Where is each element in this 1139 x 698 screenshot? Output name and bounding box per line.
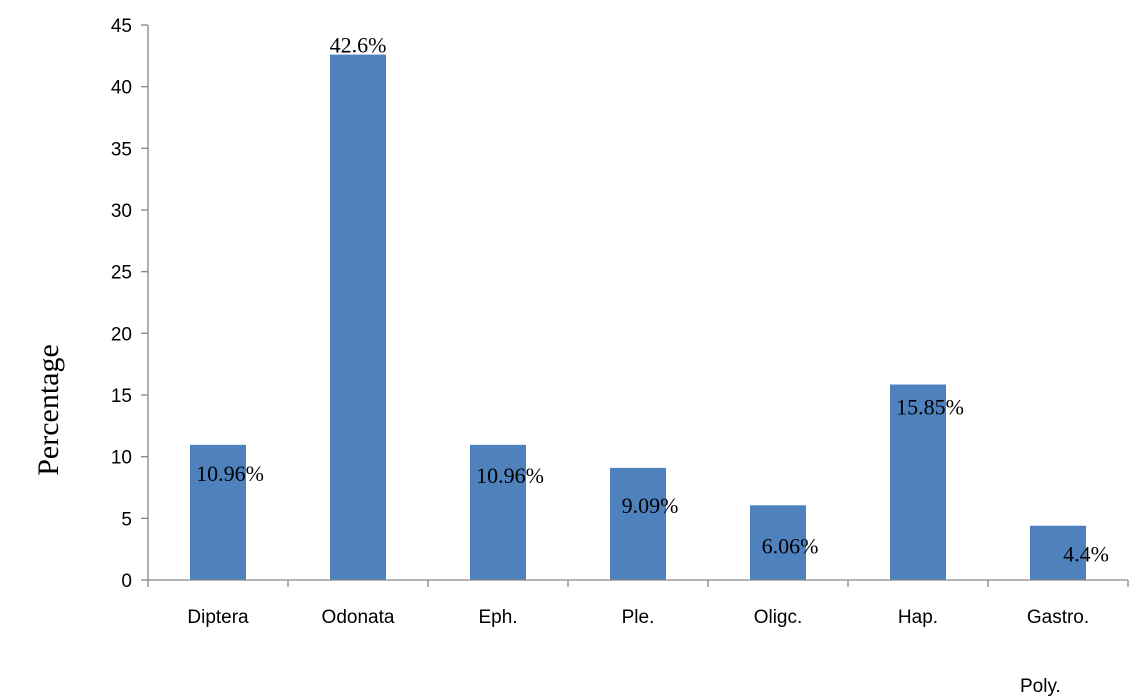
bar	[610, 467, 666, 580]
bar	[1030, 525, 1086, 580]
x-ticks-group: Diptera Odonata Eph. Ple. Oligc. Hap. Gastro.	[147, 580, 1129, 628]
y-tick-label: 45	[111, 16, 132, 37]
data-label: 6.06%	[762, 533, 819, 558]
x-tick-label: Eph.	[478, 607, 517, 628]
y-axis-title: Percentage	[32, 344, 65, 476]
bar	[890, 384, 946, 580]
data-label: 42.6%	[330, 33, 387, 58]
data-labels-group: 10.96% 42.6% 10.96% 9.09% 6.06% 15.85% 4.4%	[196, 33, 1109, 567]
data-label: 15.85%	[896, 395, 964, 420]
data-label: 9.09%	[622, 493, 679, 518]
data-label: 4.4%	[1063, 542, 1109, 567]
x-tick-label: Odonata	[322, 607, 395, 628]
bar	[330, 54, 386, 581]
x-tick-label: Gastro.	[1027, 607, 1089, 628]
bars-group	[190, 54, 1086, 581]
y-tick-label: 5	[121, 509, 132, 530]
bar	[470, 444, 526, 580]
y-tick-label: 20	[111, 324, 132, 345]
x-tick-label: Oligc.	[754, 607, 803, 628]
data-label: 10.96%	[476, 463, 544, 488]
data-label: 10.96%	[196, 461, 264, 486]
y-tick-label: 35	[111, 139, 132, 160]
y-tick-label: 0	[121, 571, 132, 592]
y-tick-label: 30	[111, 201, 132, 222]
x-tick-label: Diptera	[187, 607, 249, 628]
bar	[750, 505, 806, 580]
y-tick-label: 15	[111, 386, 132, 407]
y-tick-label: 10	[111, 448, 132, 469]
y-tick-label: 25	[111, 263, 132, 284]
axes-group	[147, 25, 1128, 581]
x-tick-label: Ple.	[622, 607, 655, 628]
bar	[190, 444, 246, 580]
x-tick-label: Hap.	[898, 607, 938, 628]
y-tick-label: 40	[111, 78, 132, 99]
axis-annotation: Poly.	[1020, 676, 1061, 697]
y-ticks-group: 0 5 10 15 20 25 30 35 40 45	[111, 16, 148, 592]
